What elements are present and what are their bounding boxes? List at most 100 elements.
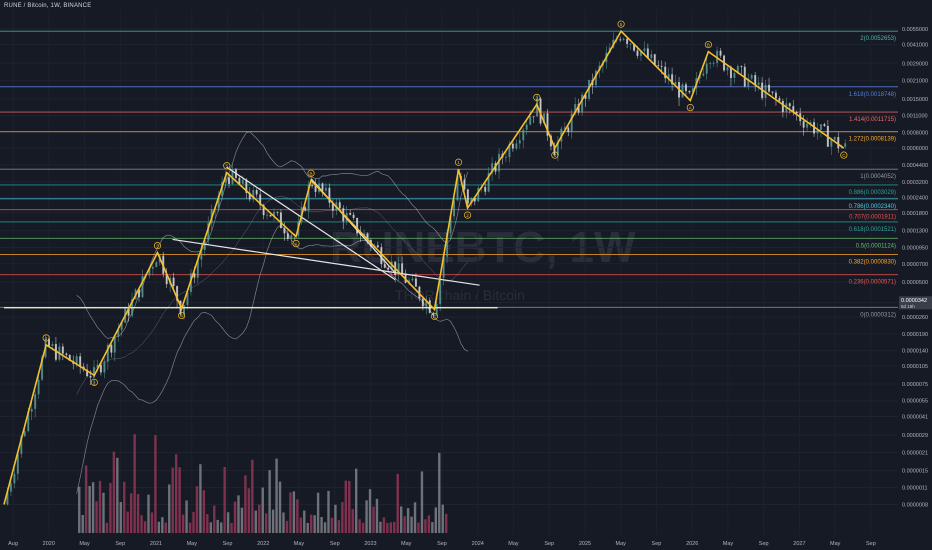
candle-body	[771, 91, 774, 93]
volume-bar	[337, 520, 341, 533]
candle-body	[657, 65, 660, 67]
trendline	[172, 238, 480, 286]
candle-body	[556, 141, 559, 156]
volume-bar	[434, 507, 438, 533]
candle-body	[729, 67, 732, 78]
candle-body	[283, 228, 286, 234]
volume-bar	[168, 484, 171, 533]
candle-body	[321, 183, 324, 191]
time-axis[interactable]: Aug 2020 May Sep 2021 May Sep 2022 May Sep 2023 May…	[0, 535, 898, 550]
elliott-wave-path: 1 2 3 4 5 A B C 1 2 3 4 5 A B C	[3, 20, 848, 505]
candle-body	[266, 214, 269, 216]
price-tick: 0.0011000	[902, 113, 928, 119]
volume-bar	[206, 514, 209, 533]
candle-body	[750, 75, 753, 79]
wave-label: A	[294, 242, 297, 247]
candle-body	[228, 177, 231, 184]
wave-label: A	[689, 106, 692, 111]
price-tick: 0.0000075	[902, 382, 928, 388]
candle-body	[79, 356, 82, 367]
candle-body	[594, 70, 597, 86]
candle-body	[650, 54, 653, 58]
candle-body	[120, 322, 123, 330]
volume-bar	[119, 502, 122, 533]
volume-bar	[417, 522, 420, 533]
candle-body	[75, 356, 78, 364]
candle-body	[664, 66, 667, 79]
candle-body	[691, 88, 694, 93]
candle-body	[93, 367, 96, 378]
volume-bar	[396, 473, 399, 533]
candle-body	[553, 146, 556, 156]
volume-bar	[292, 491, 296, 533]
volume-bar	[133, 434, 136, 533]
candle-body	[16, 453, 19, 474]
candle-body	[96, 364, 99, 368]
time-axis-background	[0, 535, 898, 550]
candle-body	[245, 179, 248, 193]
time-tick: May	[616, 541, 627, 547]
candle-body	[113, 336, 116, 353]
candle-body	[217, 196, 220, 209]
price-tick: 0.0000700	[902, 262, 928, 268]
candle-body	[525, 124, 528, 130]
price-axis[interactable]: 0.0055000 0.0041000 0.0029000 0.0021000 0.00…	[898, 0, 932, 550]
candle-body	[754, 75, 757, 85]
candle-body	[570, 113, 573, 132]
time-tick: 2022	[257, 541, 269, 547]
candle-body	[207, 223, 210, 241]
volume-bar	[209, 522, 212, 533]
candle-body	[408, 280, 411, 283]
time-tick: 2027	[793, 541, 805, 547]
candle-body	[442, 256, 445, 278]
wave-label: 1	[457, 160, 460, 165]
volume-bar	[112, 451, 116, 533]
fib-label: 0.886(0.0003029)	[849, 190, 896, 196]
candle-body	[48, 338, 51, 346]
volume-bar	[109, 482, 112, 533]
time-tick: May	[187, 541, 198, 547]
candle-body	[383, 264, 386, 268]
candle-body	[491, 163, 494, 173]
candle-body	[279, 212, 282, 229]
price-tick: 0.0021000	[902, 79, 928, 85]
candle-body	[546, 113, 549, 136]
candle-body	[774, 92, 777, 99]
candle-body	[577, 104, 580, 113]
candle-body	[248, 192, 251, 200]
candle-body	[401, 263, 404, 275]
candle-body	[428, 300, 431, 313]
candle-body	[449, 216, 452, 233]
candle-body	[68, 354, 71, 361]
candle-body	[584, 94, 587, 99]
candle-body	[643, 48, 646, 51]
time-tick: 2020	[43, 541, 55, 547]
candle-body	[726, 67, 729, 71]
candle-body	[747, 78, 750, 87]
volume-bar	[244, 475, 247, 533]
candle-body	[366, 233, 369, 241]
candle-body	[844, 143, 847, 147]
candle-body	[13, 473, 16, 484]
volume-bar	[344, 480, 348, 533]
candle-body	[484, 186, 487, 192]
wave-marker	[551, 151, 559, 159]
volume-bar	[379, 521, 382, 533]
candle-body	[397, 263, 400, 275]
candle-body	[196, 259, 199, 278]
candle-body	[414, 278, 417, 287]
fib-label: 0.382(0.0000830)	[849, 260, 896, 266]
candle-body	[376, 245, 379, 248]
candle-body	[816, 129, 819, 134]
candle-body	[626, 38, 629, 44]
volume-bar	[154, 435, 157, 533]
volume-bar	[192, 511, 195, 533]
volume-bar	[441, 504, 444, 533]
candle-body	[193, 273, 196, 278]
candle-body	[432, 312, 435, 316]
wave-label: 4	[554, 153, 557, 158]
wave-label: 5	[620, 22, 623, 27]
candle-body	[712, 63, 715, 64]
candle-body	[176, 286, 179, 301]
